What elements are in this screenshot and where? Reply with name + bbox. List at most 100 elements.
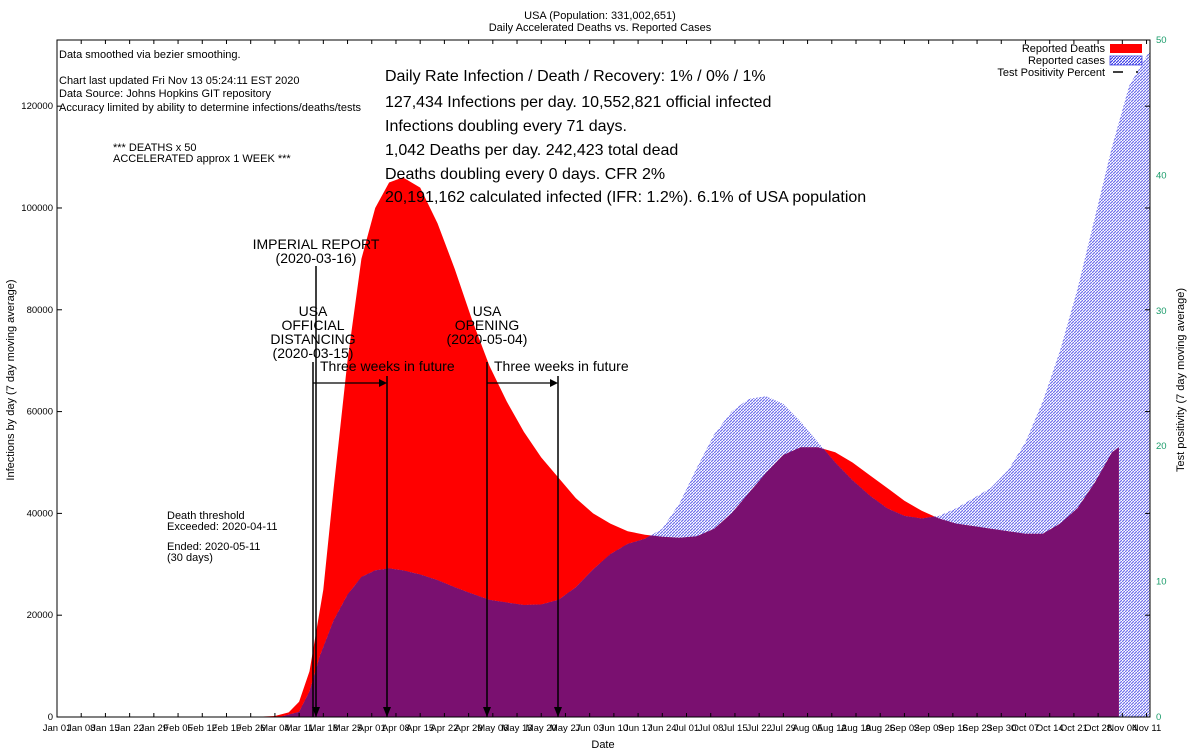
note-deaths-x: *** DEATHS x 50 bbox=[113, 142, 197, 154]
x-tick-label: Jul 01 bbox=[674, 723, 699, 734]
x-tick-label: May 27 bbox=[550, 723, 581, 734]
stat-infections: 127,434 Infections per day. 10,552,821 o… bbox=[385, 94, 771, 111]
x-tick-label: Jan 15 bbox=[91, 723, 120, 734]
x-tick-label: Jul 22 bbox=[746, 723, 771, 734]
x-tick-label: Jul 15 bbox=[722, 723, 747, 734]
legend-swatch-deaths bbox=[1110, 44, 1142, 53]
distancing-3w-bottom-arrow bbox=[383, 707, 391, 717]
x-tick-label: Oct 14 bbox=[1036, 723, 1064, 734]
legend-swatch-cases bbox=[1109, 55, 1143, 66]
y-tick-label: 20000 bbox=[27, 610, 53, 621]
x-tick-label: May 06 bbox=[477, 723, 508, 734]
ann-imperial: IMPERIAL REPORT bbox=[253, 236, 380, 252]
x-tick-label: Apr 08 bbox=[382, 723, 410, 734]
note-smoothing: Data smoothed via bezier smoothing. bbox=[59, 49, 241, 61]
ann-usa2: USA bbox=[473, 303, 502, 319]
y-tick-label: 40000 bbox=[27, 508, 53, 519]
note-exceeded: Exceeded: 2020-04-11 bbox=[167, 521, 278, 533]
x-axis-label: Date bbox=[591, 739, 614, 750]
note-threshold: Death threshold bbox=[167, 510, 245, 522]
ann-three-weeks-2: Three weeks in future bbox=[494, 358, 629, 374]
y-axis-label: Infections by day (7 day moving average) bbox=[5, 279, 17, 480]
x-tick-label: Apr 22 bbox=[430, 723, 458, 734]
plot-frame bbox=[56, 39, 1151, 718]
x-tick-label: Jun 03 bbox=[575, 723, 604, 734]
y2-tick-label: 30 bbox=[1156, 306, 1167, 317]
x-tick-label: Mar 11 bbox=[285, 723, 314, 734]
x-tick-label: Mar 18 bbox=[309, 723, 339, 734]
stat-deaths-day: 1,042 Deaths per day. 242,423 total dead bbox=[385, 142, 678, 159]
ann-imperial-date: (2020-03-16) bbox=[276, 250, 357, 266]
x-tick-label: Aug 26 bbox=[865, 723, 895, 734]
stat-doubling-deaths: Deaths doubling every 0 days. CFR 2% bbox=[385, 166, 665, 183]
x-tick-label: Aug 12 bbox=[817, 723, 847, 734]
y-tick-label: 100000 bbox=[21, 203, 53, 214]
legend-label-positivity: Test Positivity Percent bbox=[997, 67, 1105, 79]
x-tick-label: Jul 08 bbox=[698, 723, 723, 734]
x-tick-label: Jun 17 bbox=[624, 723, 653, 734]
note-source: Data Source: Johns Hopkins GIT repositor… bbox=[59, 88, 271, 100]
annotation-lines bbox=[312, 266, 562, 717]
x-tick-label: Sep 09 bbox=[914, 723, 944, 734]
x-tick-label: Jun 24 bbox=[648, 723, 677, 734]
x-tick-label: Jan 22 bbox=[115, 723, 144, 734]
y2-tick-label: 0 bbox=[1156, 712, 1161, 723]
x-tick-label: Jan 01 bbox=[43, 723, 72, 734]
y-tick-label: 0 bbox=[48, 712, 53, 723]
x-tick-label: Sep 30 bbox=[986, 723, 1016, 734]
stat-rate: Daily Rate Infection / Death / Recovery:… bbox=[385, 68, 766, 85]
legend-label-deaths: Reported Deaths bbox=[1022, 43, 1106, 55]
ann-usa: USA bbox=[299, 303, 328, 319]
x-tick-label: Feb 26 bbox=[236, 723, 266, 734]
x-tick-label: May 13 bbox=[501, 723, 532, 734]
x-tick-label: Mar 25 bbox=[333, 723, 363, 734]
ann-distancing: DISTANCING bbox=[270, 331, 355, 347]
legend: Reported Deaths Reported cases Test Posi… bbox=[997, 43, 1143, 79]
y2-tick-label: 20 bbox=[1156, 441, 1167, 452]
x-tick-label: Oct 07 bbox=[1011, 723, 1039, 734]
y-tick-label: 80000 bbox=[27, 305, 53, 316]
axes-layer: 0 20000 40000 60000 80000 100000 120000 0 10 20 30… bbox=[21, 35, 1166, 734]
stat-calculated: 20,191,162 calculated infected (IFR: 1.2… bbox=[385, 189, 866, 206]
x-tick-label: Sep 16 bbox=[938, 723, 968, 734]
x-tick-label: Sep 23 bbox=[962, 723, 992, 734]
ann-three-weeks-1: Three weeks in future bbox=[320, 358, 455, 374]
x-tick-label: Jun 10 bbox=[600, 723, 629, 734]
note-days: (30 days) bbox=[167, 552, 213, 564]
chart-title: USA (Population: 331,002,651) bbox=[524, 10, 676, 22]
y2-axis-label: Test positivity (7 day moving average) bbox=[1175, 288, 1187, 472]
x-tick-label: May 20 bbox=[526, 723, 557, 734]
x-tick-label: Oct 28 bbox=[1084, 723, 1112, 734]
note-accelerated: ACCELERATED approx 1 WEEK *** bbox=[113, 153, 291, 165]
opening-bottom-arrow bbox=[483, 707, 491, 717]
y2-tick-label: 50 bbox=[1156, 35, 1167, 46]
area-layer bbox=[57, 50, 1150, 717]
imperial-bottom-arrow bbox=[312, 707, 320, 717]
x-tick-label: Apr 29 bbox=[455, 723, 483, 734]
x-tick-label: Oct 21 bbox=[1060, 723, 1088, 734]
opening-3w-arrowhead bbox=[550, 379, 558, 387]
note-accuracy: Accuracy limited by ability to determine… bbox=[59, 102, 362, 114]
x-tick-label: Feb 05 bbox=[163, 723, 193, 734]
ann-opening-date: (2020-05-04) bbox=[447, 331, 528, 347]
ann-opening: OPENING bbox=[455, 317, 520, 333]
x-tick-label: Aug 05 bbox=[793, 723, 823, 734]
opening-3w-bottom-arrow bbox=[554, 707, 562, 717]
chart-subtitle: Daily Accelerated Deaths vs. Reported Ca… bbox=[489, 22, 712, 34]
note-ended: Ended: 2020-05-11 bbox=[167, 541, 260, 553]
ann-distancing-date: (2020-03-15) bbox=[273, 345, 354, 361]
x-tick-label: Mar 04 bbox=[260, 723, 290, 734]
legend-label-cases: Reported cases bbox=[1028, 55, 1106, 67]
distancing-3w-arrowhead bbox=[379, 379, 387, 387]
y-tick-label: 120000 bbox=[21, 101, 53, 112]
y2-tick-label: 40 bbox=[1156, 170, 1167, 181]
x-tick-label: Aug 19 bbox=[841, 723, 871, 734]
x-tick-label: Feb 12 bbox=[187, 723, 217, 734]
y2-tick-label: 10 bbox=[1156, 577, 1167, 588]
series-area-overlap bbox=[57, 177, 1119, 717]
x-tick-label: Jan 08 bbox=[67, 723, 96, 734]
note-updated: Chart last updated Fri Nov 13 05:24:11 E… bbox=[59, 75, 300, 87]
x-tick-label: Jul 29 bbox=[771, 723, 796, 734]
x-tick-label: Sep 02 bbox=[889, 723, 919, 734]
